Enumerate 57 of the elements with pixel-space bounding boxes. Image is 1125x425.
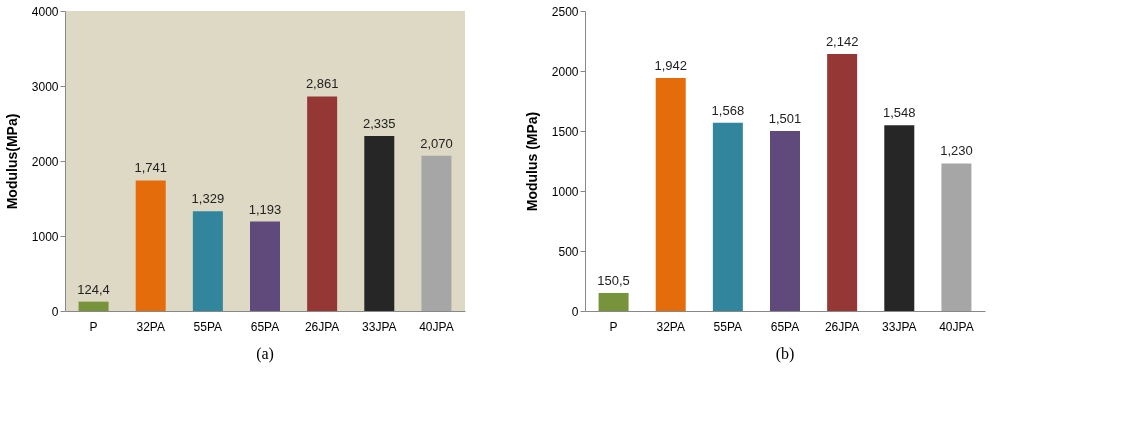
x-tick-label: 26JPA [304, 319, 340, 334]
data-label: 1,548 [883, 105, 916, 121]
text: (a) [256, 345, 274, 363]
y-tick-label: 1000 [31, 229, 59, 244]
data-label: 1,741 [134, 160, 167, 176]
x-tick-label: 33JPA [362, 319, 397, 334]
x-tick-label: P [89, 319, 98, 334]
data-label: 1,568 [711, 102, 745, 118]
y-tick-label: 0 [51, 304, 59, 319]
y-tick-label: 500 [558, 244, 579, 259]
x-tick-label: 40JPA [419, 319, 454, 334]
x-tick-label: 33JPA [882, 319, 917, 334]
x-tick-label: 40JPA [939, 319, 974, 334]
bar [421, 155, 452, 311]
bar [712, 122, 743, 311]
y-axis-title: Modulus (MPa) [523, 111, 540, 212]
y-tick-label: 3000 [31, 79, 59, 94]
y-tick-label: 2000 [551, 64, 579, 79]
bar [770, 130, 800, 311]
bar [192, 211, 223, 311]
data-label: 1,329 [191, 191, 225, 207]
x-tick-label: 65PA [250, 319, 280, 334]
bar [250, 221, 280, 311]
bar [135, 180, 166, 311]
text: (b) [775, 345, 795, 363]
data-label: 1,193 [248, 201, 282, 217]
data-label: 2,861 [305, 76, 339, 92]
x-tick-label: 55PA [713, 319, 743, 334]
x-tick-label: 55PA [193, 319, 223, 334]
y-tick-label: 1000 [551, 184, 579, 199]
data-label: 1,230 [940, 143, 973, 159]
bar [307, 96, 338, 311]
data-label: 2,335 [363, 115, 396, 131]
data-label: 150,5 [597, 272, 630, 288]
y-tick-label: 1500 [551, 124, 579, 139]
data-label: 2,070 [420, 135, 453, 151]
data-label: 124,4 [77, 281, 110, 297]
bar [827, 53, 858, 311]
bar [364, 135, 395, 311]
y-tick-label: 2500 [551, 4, 579, 19]
bar [941, 163, 972, 311]
bar [655, 77, 686, 311]
x-tick-label: P [609, 319, 618, 334]
bar [598, 292, 629, 311]
y-axis-title: Modulus(MPa) [3, 113, 20, 210]
data-label: 2,142 [825, 33, 859, 49]
bar [884, 125, 915, 311]
y-tick-label: 2000 [31, 154, 59, 169]
x-tick-label: 26JPA [824, 319, 860, 334]
y-tick-label: 0 [571, 304, 579, 319]
x-tick-label: 32PA [656, 319, 685, 334]
x-tick-label: 65PA [770, 319, 800, 334]
data-label: 1,942 [654, 57, 687, 73]
y-tick-label: 4000 [31, 4, 59, 19]
bar [78, 301, 109, 311]
x-tick-label: 32PA [136, 319, 165, 334]
data-label: 1,501 [768, 110, 802, 126]
